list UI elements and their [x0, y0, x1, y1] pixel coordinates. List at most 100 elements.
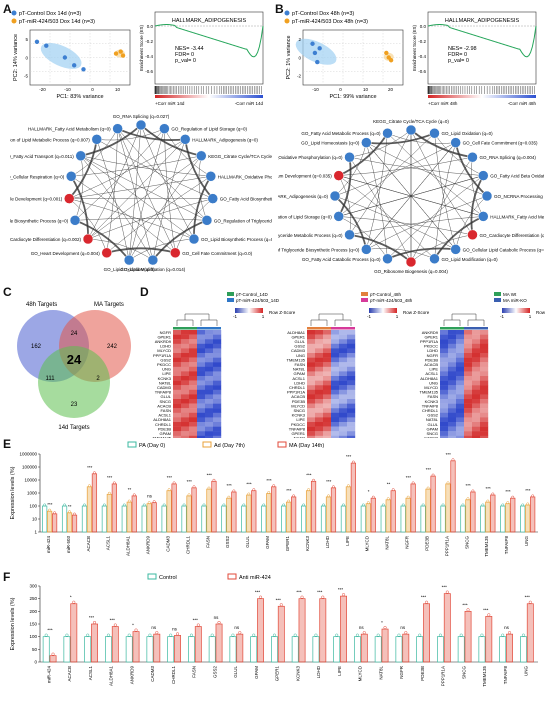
heatmap-1-gene-label: GPER1 [291, 431, 305, 436]
net-b-node-7 [467, 229, 478, 241]
panel-letter-b: B [275, 2, 284, 16]
venn-count-48h-only: 162 [31, 344, 42, 350]
net-b-node-label-7: GO_Cardiocyte Differentiation (q=0.008) [479, 233, 544, 238]
heatmap-2-cell [440, 357, 449, 363]
e-category-label: FASN [205, 536, 210, 548]
e-category-label: ANKRD9 [146, 536, 151, 555]
e-point-NAT8L-2 [391, 488, 395, 492]
heatmap-0-cell [205, 353, 214, 358]
heatmap-2-cell [472, 357, 481, 363]
heatmap-2-cell [440, 343, 449, 349]
f-bar-FASN-1 [194, 626, 202, 663]
venn-count-ma-only: 242 [107, 344, 118, 350]
e-point-KCNK3-2 [312, 478, 316, 482]
heatmap-0-cell [205, 330, 214, 335]
heatmap-0-cell [181, 343, 190, 349]
heatmap-1-cell [339, 353, 348, 358]
heatmap-0-cell [173, 431, 182, 436]
heatmap-0-gene-label: GPER1 [157, 334, 171, 339]
heatmap-1-cell [339, 412, 348, 418]
heatmap-1-cell [315, 376, 324, 381]
e-sig-TNFAIP8: *** [505, 489, 511, 494]
f-bar-NAT8L-1 [381, 628, 389, 663]
e-bar-MLYCD-2 [370, 497, 376, 533]
heatmap-0-cell [213, 380, 222, 386]
heatmap-2-gene-label: GSS2 [427, 413, 438, 418]
f-point-ACACB-0 [65, 633, 69, 637]
pca-b-ytick: 0 [298, 55, 301, 60]
heatmap-0-cell [181, 435, 190, 438]
heatmap-2-cell [480, 435, 489, 438]
f-sig-PPP1R1A: *** [442, 585, 448, 590]
heatmap-1-gene-label: NGFR [294, 436, 305, 438]
heatmap-0-cell [173, 403, 182, 409]
heatmap-0-gene-label: MLYCD [157, 348, 171, 353]
e-point-LDHD-1 [327, 494, 330, 498]
heatmap-1-cell [339, 389, 348, 395]
heatmap-1-cell [307, 412, 316, 418]
gsea-a-ytick: -0.4 [145, 54, 153, 59]
e-bar-NGFR-2 [410, 483, 416, 533]
f-bar-GSS2-1 [215, 623, 223, 663]
e-point-miR-503-0 [63, 503, 67, 507]
venn-label-ma: MA Targets [94, 302, 124, 308]
heatmap-0-legend-swatch-1 [227, 298, 234, 302]
heatmap-1-cell [315, 412, 324, 418]
heatmap-1-cell [307, 385, 316, 390]
net-b-edge [366, 132, 435, 145]
e-bar-GLUL-1 [246, 494, 252, 533]
f-point-miR-424-0 [44, 633, 48, 637]
heatmap-1-cell [315, 362, 324, 367]
heatmap-1-cell [323, 357, 332, 363]
heatmap-2-cell [440, 422, 449, 427]
gsea-a-title: HALLMARK_ADIPOGENESIS [172, 18, 247, 24]
e-sig-ALDH8A1: ** [128, 487, 132, 492]
heatmap-1-gene-label: TNFAIP8 [289, 426, 306, 431]
e-legend-label-2: MA (Day 14th) [289, 443, 324, 449]
heatmap-0-cell [181, 389, 190, 395]
net-b-node-label-8: GO_Cellular Lipid Catabolic Process (q=0… [463, 247, 544, 252]
f-category-label: ALDH8A1 [109, 666, 114, 687]
e-category-label: ACACB [86, 536, 91, 552]
e-sig-GLUL: *** [246, 482, 252, 487]
heatmap-1-cell [315, 399, 324, 404]
heatmap-2-zscore-max: 1 [529, 314, 532, 319]
heatmap-1-gene-label: ACACB [291, 394, 305, 399]
e-point-ACACB-0 [83, 503, 86, 507]
heatmap-2-cell [464, 362, 473, 367]
heatmap-0-gene-label: TMEM135 [153, 436, 172, 438]
heatmap-0-cell [189, 348, 198, 354]
heatmap-1-cell [331, 389, 340, 395]
gsea-b-es-curve [427, 24, 537, 58]
f-point-LIPE-1 [341, 593, 346, 597]
f-bar-PPP1R1A-0 [437, 636, 444, 663]
heatmap-1-cell [339, 380, 348, 386]
net-a-edge [175, 198, 213, 253]
e-point-LIPE-1 [346, 484, 350, 488]
f-bar-SNCG-1 [464, 610, 472, 663]
heatmap-2-cell [456, 417, 465, 423]
net-a-node-5 [207, 193, 219, 204]
e-point-LDHD-2 [332, 485, 335, 489]
f-bar-miR-424-0 [42, 636, 50, 663]
f-point-NGFR-0 [397, 633, 401, 637]
heatmap-2-cell [480, 431, 489, 436]
f-category-label: NAT8L [378, 666, 383, 680]
e-bar-ACSL1-2 [111, 483, 117, 533]
f-category-label: GLUL [233, 666, 238, 678]
pca-a-control-point-2 [62, 55, 68, 60]
heatmap-1-cell [307, 348, 316, 354]
heatmap-0-cell [197, 403, 206, 409]
f-category-label: KCNK3 [295, 666, 300, 682]
net-b-edge [338, 216, 388, 259]
pca-a-legend-dot-mir [11, 18, 17, 24]
f-category-label: GPER1 [275, 666, 280, 682]
heatmap-0-cell [173, 334, 182, 340]
heatmap-0-gene-label: ACACB [157, 403, 171, 408]
e-bar-MLYCD-0 [360, 505, 366, 533]
f-bar-TMEM135-1 [485, 616, 493, 663]
gsea-a-stat-2: p_val= 0 [175, 58, 196, 64]
heatmap-1-cell [331, 422, 340, 427]
heatmap-0-cell [189, 385, 198, 390]
e-bar-CHRDL1-2 [191, 487, 197, 533]
